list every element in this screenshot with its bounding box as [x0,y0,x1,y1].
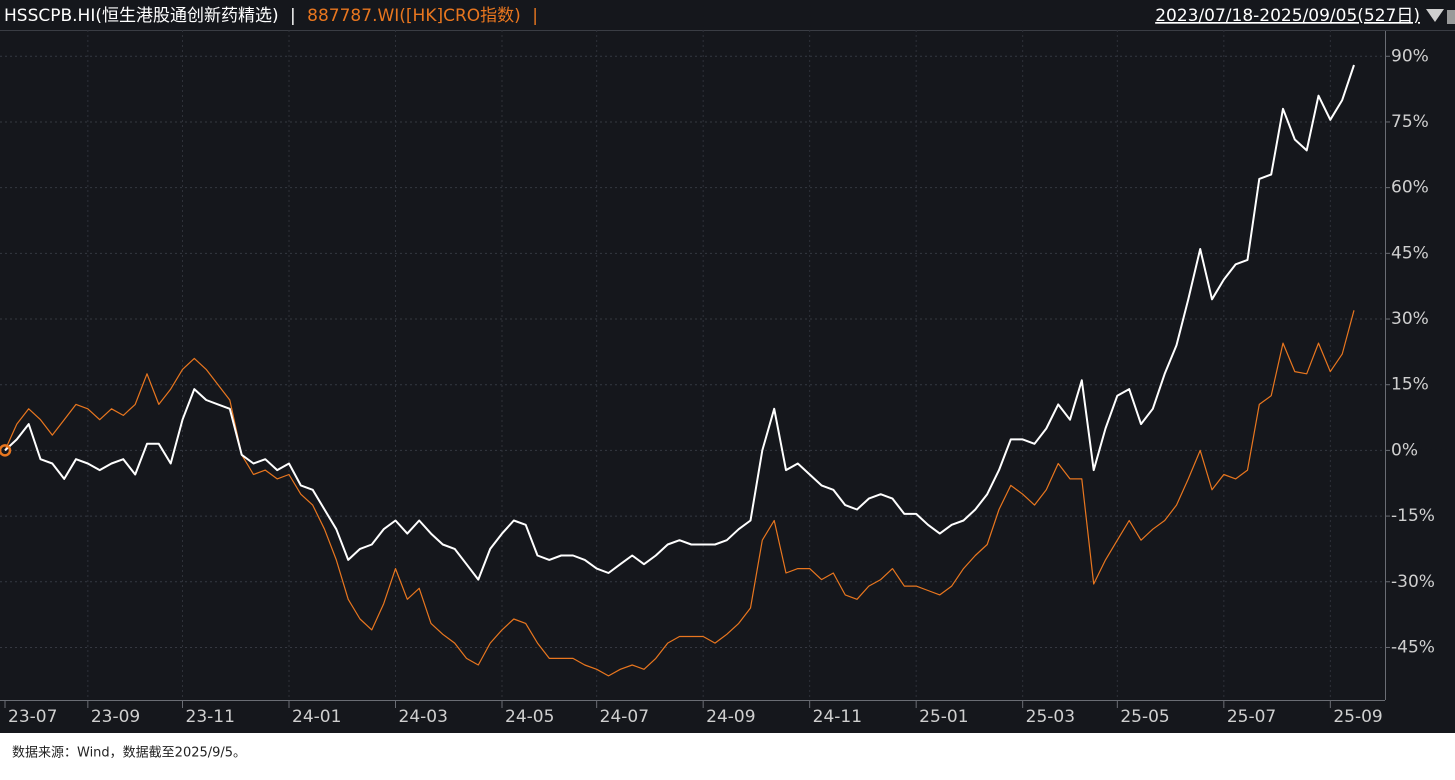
y-tick-label: 60% [1391,178,1429,198]
y-tick-label: -15% [1391,506,1435,526]
x-tick-label: 25-07 [1227,707,1276,727]
chart-background [0,0,1455,733]
legend-series-1: 887787.WI([HK]CRO指数) [307,6,521,26]
x-tick-label: 24-05 [505,707,554,727]
y-tick-label: -30% [1391,572,1435,592]
x-tick-label: 24-09 [706,707,755,727]
x-tick-label: 25-01 [919,707,968,727]
x-tick-label: 23-07 [8,707,57,727]
x-tick-label: 25-03 [1026,707,1075,727]
series-line [4,64,1355,581]
x-tick-label: 25-09 [1333,707,1382,727]
x-tick-label: 24-07 [600,707,649,727]
y-tick-label: 75% [1391,112,1429,132]
series-line [4,310,1355,677]
dropdown-icon[interactable] [1426,9,1444,22]
y-tick-label: 45% [1391,243,1429,263]
y-tick-label: -45% [1391,637,1435,657]
date-range[interactable]: 2023/07/18-2025/09/05(527日) [1155,6,1420,26]
legend-separator: | [532,6,538,26]
x-tick-label: 24-03 [399,707,448,727]
x-tick-label: 23-11 [186,707,235,727]
legend-separator: | [290,6,296,26]
y-tick-label: 30% [1391,309,1429,329]
y-tick-label: 15% [1391,375,1429,395]
x-tick-label: 24-11 [813,707,862,727]
x-tick-label: 24-01 [292,707,341,727]
y-tick-label: 0% [1391,440,1418,460]
start-marker [0,444,12,457]
x-tick-label: 23-09 [91,707,140,727]
x-tick-label: 25-05 [1120,707,1169,727]
source-note: 数据来源：Wind，数据截至2025/9/5。 [12,746,246,761]
y-tick-label: 90% [1391,46,1429,66]
scroll-icon [1447,10,1455,24]
legend-series-0: HSSCPB.HI(恒生港股通创新药精选) [4,6,279,26]
header-legend: HSSCPB.HI(恒生港股通创新药精选) | 887787.WI([HK]CR… [4,6,538,26]
